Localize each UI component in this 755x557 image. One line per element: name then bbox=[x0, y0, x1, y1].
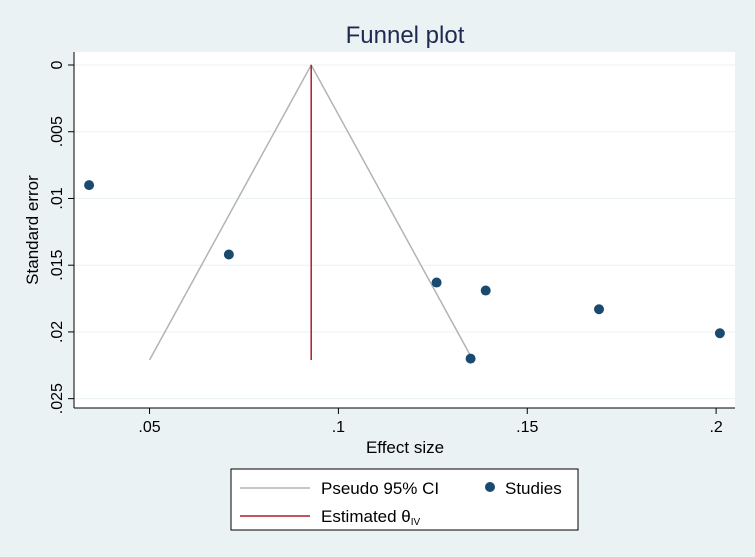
y-axis-label: Standard error bbox=[23, 175, 42, 285]
y-tick-label-2: .01 bbox=[49, 187, 66, 209]
y-tick-label-3: .015 bbox=[49, 250, 66, 281]
plot-area bbox=[74, 52, 735, 408]
y-tick-label-1: .005 bbox=[49, 116, 66, 147]
study-points bbox=[84, 180, 725, 364]
x-axis-label: Effect size bbox=[366, 438, 444, 457]
x-axis-ticks: .05 .1 .15 .2 bbox=[138, 408, 723, 436]
legend-box bbox=[230, 468, 579, 531]
y-tick-label-5: .025 bbox=[49, 383, 66, 414]
study-point-0 bbox=[84, 180, 95, 191]
study-point-4 bbox=[594, 304, 605, 315]
gridlines bbox=[74, 64, 735, 400]
y-axis-ticks: 0 .005 .01 .015 .02 .025 bbox=[49, 60, 74, 414]
legend-label-estimate: Estimated θIV bbox=[321, 507, 421, 528]
chart-title: Funnel plot bbox=[346, 22, 465, 49]
legend-label-studies: Studies bbox=[505, 479, 562, 498]
y-tick-label-0: 0 bbox=[49, 60, 66, 69]
x-tick-label-0: .05 bbox=[138, 419, 160, 436]
legend-label-pseudo-ci: Pseudo 95% CI bbox=[321, 479, 439, 498]
legend-label-estimate-main: Estimated θ bbox=[321, 507, 411, 526]
legend: Pseudo 95% CI Studies Estimated θIV bbox=[230, 468, 579, 531]
x-tick-label-3: .2 bbox=[709, 419, 722, 436]
study-point-6 bbox=[465, 353, 476, 364]
study-point-3 bbox=[480, 285, 491, 296]
y-tick-label-4: .02 bbox=[49, 321, 66, 343]
study-point-2 bbox=[431, 277, 442, 288]
study-point-1 bbox=[223, 249, 234, 260]
legend-swatch-studies bbox=[485, 482, 495, 492]
study-point-5 bbox=[714, 328, 725, 339]
legend-label-estimate-subscript: IV bbox=[411, 517, 421, 528]
x-tick-label-1: .1 bbox=[332, 419, 345, 436]
x-tick-label-2: .15 bbox=[516, 419, 538, 436]
